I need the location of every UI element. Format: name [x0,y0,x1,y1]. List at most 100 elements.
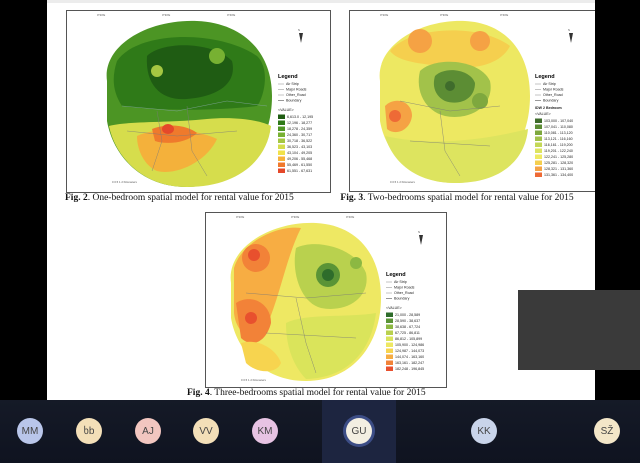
legend-swatch [535,130,542,135]
svg-text:0°30'E: 0°30'E [440,13,448,17]
fig2-legend-title: Legend [278,74,298,80]
legend-item-label: Air Strip [394,280,407,284]
svg-text:0°40'E: 0°40'E [500,13,508,17]
legend-item-label: Major Roads [286,88,307,92]
fig4-caption-label: Fig. 4 [187,388,210,398]
legend-swatch [386,342,393,347]
svg-text:0°20'E: 0°20'E [97,13,105,17]
fig3-legend-title: Legend [535,74,555,80]
legend-range-label: 12,196 - 18,277 [287,121,312,125]
legend-range-label: 55,469 - 61,550 [287,163,312,167]
legend-swatch [535,118,542,123]
fig4-value-label: <VALUE> [386,306,402,310]
fig2-caption: Fig. 2. One-bedroom spatial model for re… [65,193,325,204]
legend-range-label: 128,321 - 131,360 [544,167,573,171]
fig3-value-label: IDW 2 Bedroom [535,106,562,110]
fig3-value-sub: <VALUE> [535,112,551,116]
legend-range-label: 107,041 - 110,080 [544,125,573,129]
fig4-scale: 0 0.5 1 2 Kilometers [241,378,266,382]
legend-range-label: 61,551 - 67,631 [287,169,312,173]
fig4-legend-ranges: 21,000 - 28,589 28,590 - 38,637 38,638 - 6… [386,312,424,371]
legend-range-label: 86,812 - 105,899 [395,337,422,341]
legend-item-label: Other_Road [286,93,306,97]
video-tile[interactable] [518,290,640,370]
legend-range-label: 67,725 - 86,811 [395,331,420,335]
participant-avatar-kk[interactable]: KK [471,418,497,444]
svg-text:0°40'E: 0°40'E [227,13,235,17]
legend-range-label: 119,201 - 122,240 [544,149,573,153]
legend-swatch [386,312,393,317]
legend-range-label: 110,081 - 113,120 [544,131,573,135]
legend-swatch [535,172,542,177]
svg-text:0°30'E: 0°30'E [291,215,299,219]
legend-range-label: 36,523 - 43,103 [287,145,312,149]
fig4-legend-title: Legend [386,272,406,278]
legend-swatch [278,126,285,131]
fig2-value-label: <VALUE> [278,108,294,112]
fig4-map-svg: 0°20'E 0°30'E 0°40'E N Legend Air Strip Maj… [206,213,446,387]
svg-text:0°30'E: 0°30'E [162,13,170,17]
legend-range-label: 163,161 - 182,247 [395,361,424,365]
legend-range-label: 30,718 - 36,522 [287,139,312,143]
participant-avatar-sz[interactable]: SŽ [594,418,620,444]
legend-item-label: Boundary [286,99,302,103]
legend-item-label: Air Strip [286,82,299,86]
participant-avatar-aj[interactable]: AJ [135,418,161,444]
legend-range-label: 144,074 - 163,160 [395,355,424,359]
legend-swatch [278,162,285,167]
fig3-map-svg: 0°20'E 0°30'E 0°40'E N Legend Air Strip Maj… [350,11,595,191]
legend-swatch [535,166,542,171]
fig3-scale: 0 0.5 1 2 Kilometers [390,180,415,184]
fig2-map: 0°20'E 0°30'E 0°40'E N Legend Air Strip Maj… [66,10,331,193]
legend-swatch [278,132,285,137]
fig2-map-svg: 0°20'E 0°30'E 0°40'E N Legend Air Strip Maj… [67,11,330,192]
fig4-caption-text: . Three-bedrooms spatial model for renta… [209,388,426,398]
legend-range-label: 105,900 - 124,986 [395,343,424,347]
legend-range-label: 28,590 - 38,637 [395,319,420,323]
fig2-caption-text: . One-bedroom spatial model for rental v… [87,193,294,203]
legend-range-label: 124,987 - 144,073 [395,349,424,353]
slide-top-border [47,0,595,3]
legend-swatch [278,114,285,119]
legend-swatch [278,156,285,161]
legend-swatch [386,336,393,341]
shared-slide: 0°20'E 0°30'E 0°40'E N Legend Air Strip Maj… [47,0,595,400]
legend-swatch [535,142,542,147]
fig2-north-label: N [298,28,300,32]
fig4-map: 0°20'E 0°30'E 0°40'E N Legend Air Strip Maj… [205,212,447,388]
legend-range-label: 43,104 - 49,205 [287,151,312,155]
participant-avatar-vv[interactable]: VV [193,418,219,444]
fig2-caption-label: Fig. 2 [65,193,88,203]
legend-swatch [278,120,285,125]
legend-range-label: 182,248 - 196,845 [395,367,424,371]
legend-item-label: Major Roads [394,286,415,290]
legend-range-label: 113,121 - 116,160 [544,137,573,141]
svg-text:0°20'E: 0°20'E [380,13,388,17]
legend-swatch [386,330,393,335]
legend-range-label: 122,241 - 125,280 [544,155,573,159]
legend-item-label: Other_Road [543,93,563,97]
participant-avatar-gu[interactable]: GU [346,418,372,444]
legend-swatch [535,154,542,159]
north-arrow-icon [419,235,423,245]
fig2-scale: 0 0.5 1 2 Kilometers [112,180,137,184]
participant-avatar-km[interactable]: KM [252,418,278,444]
legend-item-label: Boundary [394,297,410,301]
legend-range-label: 18,278 - 24,359 [287,127,312,131]
legend-range-label: 131,361 - 134,400 [544,173,573,177]
legend-swatch [386,366,393,371]
legend-range-label: 125,281 - 128,320 [544,161,573,165]
legend-item-label: Other_Road [394,291,414,295]
north-arrow-icon [569,33,573,43]
fig4-north-label: N [418,230,420,234]
participant-avatar-mm[interactable]: MM [17,418,43,444]
participant-avatar-2[interactable]: ხb [76,418,102,444]
legend-swatch [386,324,393,329]
legend-swatch [278,168,285,173]
legend-item-label: Air Strip [543,82,556,86]
svg-text:0°20'E: 0°20'E [236,215,244,219]
legend-range-label: 116,161 - 119,200 [544,143,573,147]
legend-range-label: 38,638 - 67,724 [395,325,420,329]
legend-swatch [386,318,393,323]
